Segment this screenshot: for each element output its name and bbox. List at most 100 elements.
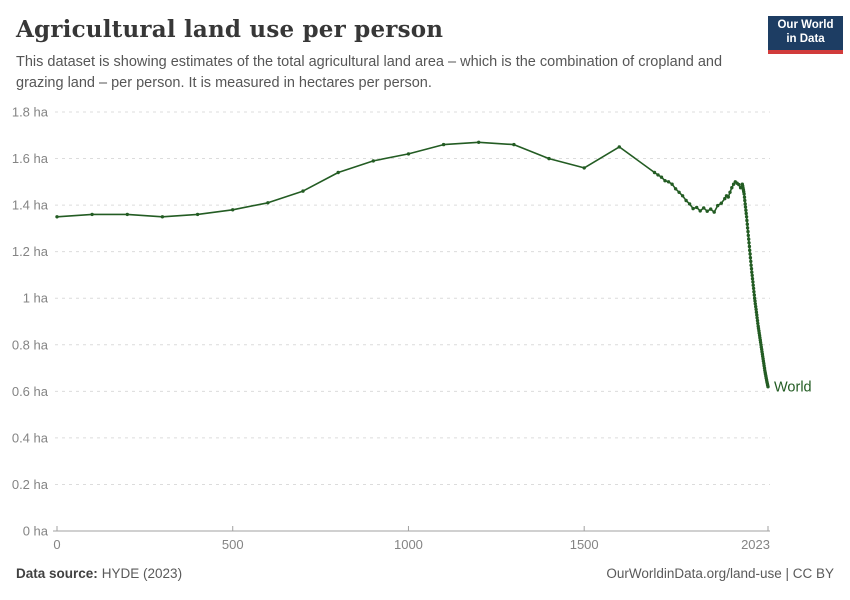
world-line[interactable] [56, 141, 769, 387]
data-point[interactable] [748, 248, 752, 252]
data-point[interactable] [753, 302, 757, 306]
data-point[interactable] [750, 277, 755, 281]
data-point[interactable] [752, 293, 756, 297]
chart-subtitle: This dataset is showing estimates of the… [16, 52, 756, 94]
data-point[interactable] [752, 296, 757, 300]
data-point[interactable] [441, 142, 446, 147]
owid-license-link[interactable]: OurWorldinData.org/land-use | CC BY [606, 566, 834, 581]
data-point[interactable] [266, 201, 270, 205]
data-point[interactable] [766, 385, 770, 389]
chart-subtitle-line2: grazing land – per person. It is measure… [16, 75, 432, 91]
data-point[interactable] [743, 202, 747, 206]
data-point[interactable] [728, 190, 732, 194]
y-tick-label: 0.6 ha [12, 384, 49, 399]
data-point[interactable] [746, 229, 750, 234]
data-point[interactable] [684, 198, 688, 203]
data-point[interactable] [666, 180, 671, 184]
owid-logo[interactable]: Our World in Data [768, 16, 843, 54]
data-point[interactable] [336, 170, 340, 175]
data-point[interactable] [743, 198, 747, 203]
data-point[interactable] [195, 212, 200, 217]
data-point[interactable] [698, 209, 702, 213]
chart-svg[interactable]: 0 ha 0.2 ha 0.4 ha 0.6 ha 0.8 ha 1 ha 1.2 ha 1.… [0, 0, 850, 560]
data-point[interactable] [55, 215, 59, 219]
data-point[interactable] [719, 201, 723, 205]
data-point[interactable] [745, 218, 749, 223]
data-point[interactable] [695, 205, 699, 210]
data-point[interactable] [702, 206, 706, 210]
data-point[interactable] [751, 280, 755, 284]
data-point[interactable] [745, 222, 749, 226]
data-point[interactable] [751, 283, 755, 287]
data-point[interactable] [680, 194, 685, 198]
data-point[interactable] [743, 205, 748, 209]
data-point[interactable] [731, 182, 736, 186]
data-point[interactable] [723, 196, 727, 201]
data-point[interactable] [745, 226, 750, 230]
data-point[interactable] [749, 267, 754, 271]
data-point[interactable] [737, 182, 741, 187]
data-point[interactable] [512, 142, 516, 147]
data-point[interactable] [617, 145, 621, 149]
data-point[interactable] [744, 215, 749, 219]
y-tick-label: 1.4 ha [12, 198, 49, 213]
data-point[interactable] [656, 173, 660, 177]
data-point[interactable] [125, 212, 129, 217]
data-point[interactable] [754, 307, 758, 312]
data-point[interactable] [705, 209, 709, 213]
data-point[interactable] [677, 190, 681, 194]
data-point[interactable] [673, 187, 678, 191]
data-point[interactable] [756, 321, 760, 326]
data-point[interactable] [755, 316, 759, 320]
data-point[interactable] [749, 263, 753, 267]
data-point[interactable] [748, 256, 753, 260]
data-point[interactable] [754, 304, 758, 309]
data-point[interactable] [670, 182, 674, 186]
x-tick-label: 2023 [741, 537, 770, 552]
data-point[interactable] [712, 210, 716, 214]
data-point[interactable] [747, 244, 752, 249]
data-point[interactable] [750, 273, 754, 278]
data-point[interactable] [750, 270, 754, 274]
data-point[interactable] [582, 166, 586, 170]
data-point[interactable] [547, 156, 551, 161]
data-point[interactable] [687, 202, 692, 206]
data-point[interactable] [730, 186, 734, 190]
data-source-value: HYDE (2023) [101, 566, 183, 581]
data-point[interactable] [746, 233, 750, 238]
data-point[interactable] [742, 195, 747, 199]
y-tick-label: 1.8 ha [12, 105, 49, 120]
data-point[interactable] [748, 252, 752, 256]
data-point[interactable] [749, 259, 753, 264]
page-title: Agricultural land use per person [16, 16, 444, 43]
data-point[interactable] [652, 170, 657, 175]
data-point[interactable] [371, 159, 375, 163]
data-point[interactable] [754, 310, 759, 314]
data-point[interactable] [752, 290, 756, 294]
data-point[interactable] [231, 208, 235, 212]
data-point[interactable] [691, 206, 695, 211]
data-point[interactable] [755, 313, 759, 317]
x-tick-label: 1000 [394, 537, 423, 552]
data-point[interactable] [301, 189, 305, 193]
data-point[interactable] [160, 215, 165, 219]
data-point[interactable] [663, 179, 667, 183]
data-point[interactable] [90, 212, 94, 217]
data-point[interactable] [709, 207, 713, 211]
data-point[interactable] [742, 192, 746, 196]
data-point[interactable] [477, 140, 481, 144]
data-point[interactable] [747, 241, 751, 245]
y-tick-label: 0.2 ha [12, 477, 49, 492]
y-tick-label: 0 ha [23, 524, 49, 539]
data-point[interactable] [755, 318, 760, 323]
data-point[interactable] [744, 208, 748, 212]
data-point[interactable] [753, 299, 757, 303]
data-point[interactable] [726, 195, 730, 199]
data-point[interactable] [744, 211, 748, 216]
data-point[interactable] [406, 152, 411, 156]
data-point[interactable] [751, 286, 756, 291]
data-point[interactable] [747, 237, 751, 241]
data-point[interactable] [659, 175, 664, 179]
chart-subtitle-line1: This dataset is showing estimates of the… [16, 54, 723, 70]
data-point[interactable] [716, 203, 720, 208]
